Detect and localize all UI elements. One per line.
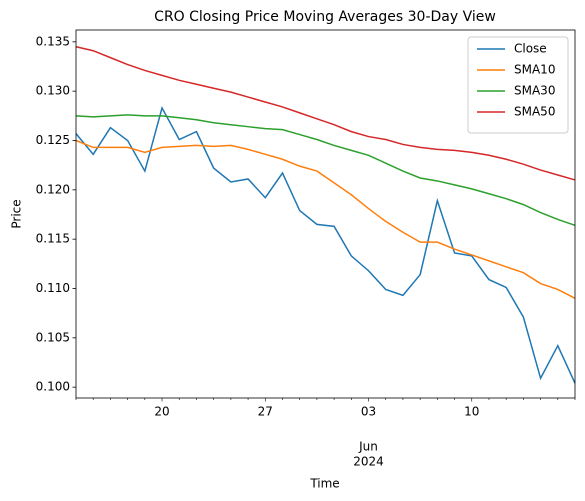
legend-label: SMA10	[514, 63, 555, 77]
legend-label: SMA30	[514, 84, 555, 98]
y-tick-label: 0.115	[36, 232, 70, 246]
x-secondary-label: Jun	[358, 440, 378, 454]
y-tick-label: 0.135	[36, 34, 70, 48]
legend-label: Close	[514, 42, 547, 56]
y-tick-label: 0.105	[36, 330, 70, 344]
y-tick-label: 0.100	[36, 380, 70, 394]
plot-frame	[75, 29, 576, 399]
legend: Close SMA10 SMA30 SMA50	[467, 36, 569, 134]
line-series	[75, 114, 576, 227]
line-series	[75, 139, 576, 300]
y-tick-label: 0.125	[36, 133, 70, 147]
chart-title: CRO Closing Price Moving Averages 30-Day…	[154, 9, 496, 25]
legend-label: SMA50	[514, 105, 555, 119]
y-tick-label: 0.130	[36, 84, 70, 98]
y-tick-label: 0.120	[36, 182, 70, 196]
x-tick-label: 03	[361, 405, 376, 419]
x-tick-label: 27	[258, 405, 273, 419]
line-series	[75, 105, 576, 384]
x-tick-label: 10	[464, 405, 479, 419]
x-tick-label: 20	[154, 405, 169, 419]
x-axis-label: Time	[309, 477, 339, 491]
legend-box	[467, 36, 569, 134]
x-secondary-label: 2024	[353, 455, 384, 469]
y-axis-label: Price	[10, 199, 24, 228]
line-series	[75, 46, 576, 181]
y-tick-label: 0.110	[36, 281, 70, 295]
